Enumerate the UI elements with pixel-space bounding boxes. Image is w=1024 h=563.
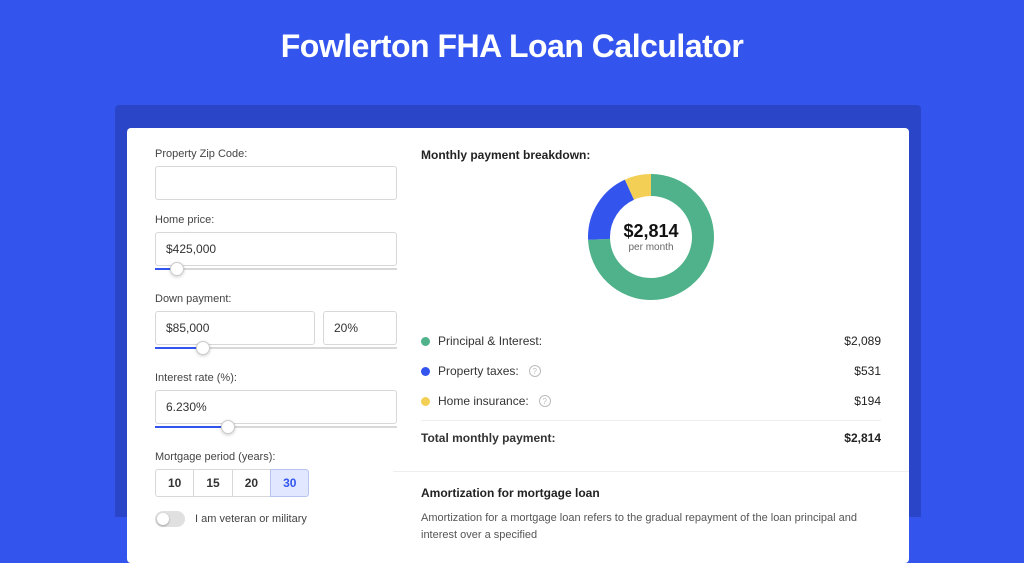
down-payment-pct-input[interactable]	[323, 311, 397, 345]
amortization-text: Amortization for a mortgage loan refers …	[421, 510, 881, 543]
legend-value: $2,089	[844, 334, 881, 348]
down-payment-input[interactable]	[155, 311, 315, 345]
total-label: Total monthly payment:	[421, 431, 555, 445]
interest-rate-slider[interactable]	[155, 423, 397, 437]
mortgage-period-group: Mortgage period (years): 10152030	[155, 451, 397, 497]
slider-handle[interactable]	[196, 341, 210, 355]
donut-center: $2,814 per month	[586, 172, 716, 302]
legend-value: $531	[854, 364, 881, 378]
home-price-slider[interactable]	[155, 265, 397, 279]
period-btn-20[interactable]: 20	[232, 469, 271, 497]
legend-row: Home insurance:? $194	[421, 386, 881, 416]
interest-rate-input[interactable]	[155, 390, 397, 424]
toggle-knob	[157, 513, 169, 525]
slider-fill	[155, 426, 228, 428]
period-btn-15[interactable]: 15	[193, 469, 232, 497]
form-column: Property Zip Code: Home price: Down paym…	[155, 148, 397, 543]
period-buttons: 10152030	[155, 469, 397, 497]
amortization-title: Amortization for mortgage loan	[421, 486, 881, 500]
legend-dot	[421, 337, 430, 346]
legend-row: Principal & Interest: $2,089	[421, 326, 881, 356]
interest-rate-group: Interest rate (%):	[155, 372, 397, 437]
slider-track	[155, 268, 397, 270]
legend-label: Home insurance:	[438, 394, 529, 408]
home-price-label: Home price:	[155, 214, 397, 226]
donut-sublabel: per month	[628, 242, 673, 253]
period-btn-10[interactable]: 10	[155, 469, 194, 497]
calculator-card: Property Zip Code: Home price: Down paym…	[127, 128, 909, 563]
veteran-toggle[interactable]	[155, 511, 185, 527]
zip-input[interactable]	[155, 166, 397, 200]
breakdown-title: Monthly payment breakdown:	[421, 148, 881, 162]
donut-chart: $2,814 per month	[586, 172, 716, 302]
legend-value: $194	[854, 394, 881, 408]
legend-dot	[421, 397, 430, 406]
legend-label: Property taxes:	[438, 364, 519, 378]
veteran-label: I am veteran or military	[195, 513, 307, 525]
slider-handle[interactable]	[170, 262, 184, 276]
divider	[393, 471, 909, 472]
interest-rate-label: Interest rate (%):	[155, 372, 397, 384]
mortgage-period-label: Mortgage period (years):	[155, 451, 397, 463]
total-value: $2,814	[844, 431, 881, 445]
slider-handle[interactable]	[221, 420, 235, 434]
page-title: Fowlerton FHA Loan Calculator	[0, 0, 1024, 85]
donut-amount: $2,814	[623, 221, 678, 242]
down-payment-group: Down payment:	[155, 293, 397, 358]
legend-total-row: Total monthly payment: $2,814	[421, 420, 881, 453]
info-icon[interactable]: ?	[529, 365, 541, 377]
breakdown-column: Monthly payment breakdown: $2,814 per mo…	[421, 148, 881, 543]
legend-row: Property taxes:? $531	[421, 356, 881, 386]
legend-label: Principal & Interest:	[438, 334, 542, 348]
period-btn-30[interactable]: 30	[270, 469, 309, 497]
home-price-input[interactable]	[155, 232, 397, 266]
down-payment-slider[interactable]	[155, 344, 397, 358]
zip-group: Property Zip Code:	[155, 148, 397, 200]
home-price-group: Home price:	[155, 214, 397, 279]
legend-dot	[421, 367, 430, 376]
zip-label: Property Zip Code:	[155, 148, 397, 160]
info-icon[interactable]: ?	[539, 395, 551, 407]
donut-chart-wrap: $2,814 per month	[421, 172, 881, 302]
veteran-row: I am veteran or military	[155, 511, 397, 527]
down-payment-label: Down payment:	[155, 293, 397, 305]
